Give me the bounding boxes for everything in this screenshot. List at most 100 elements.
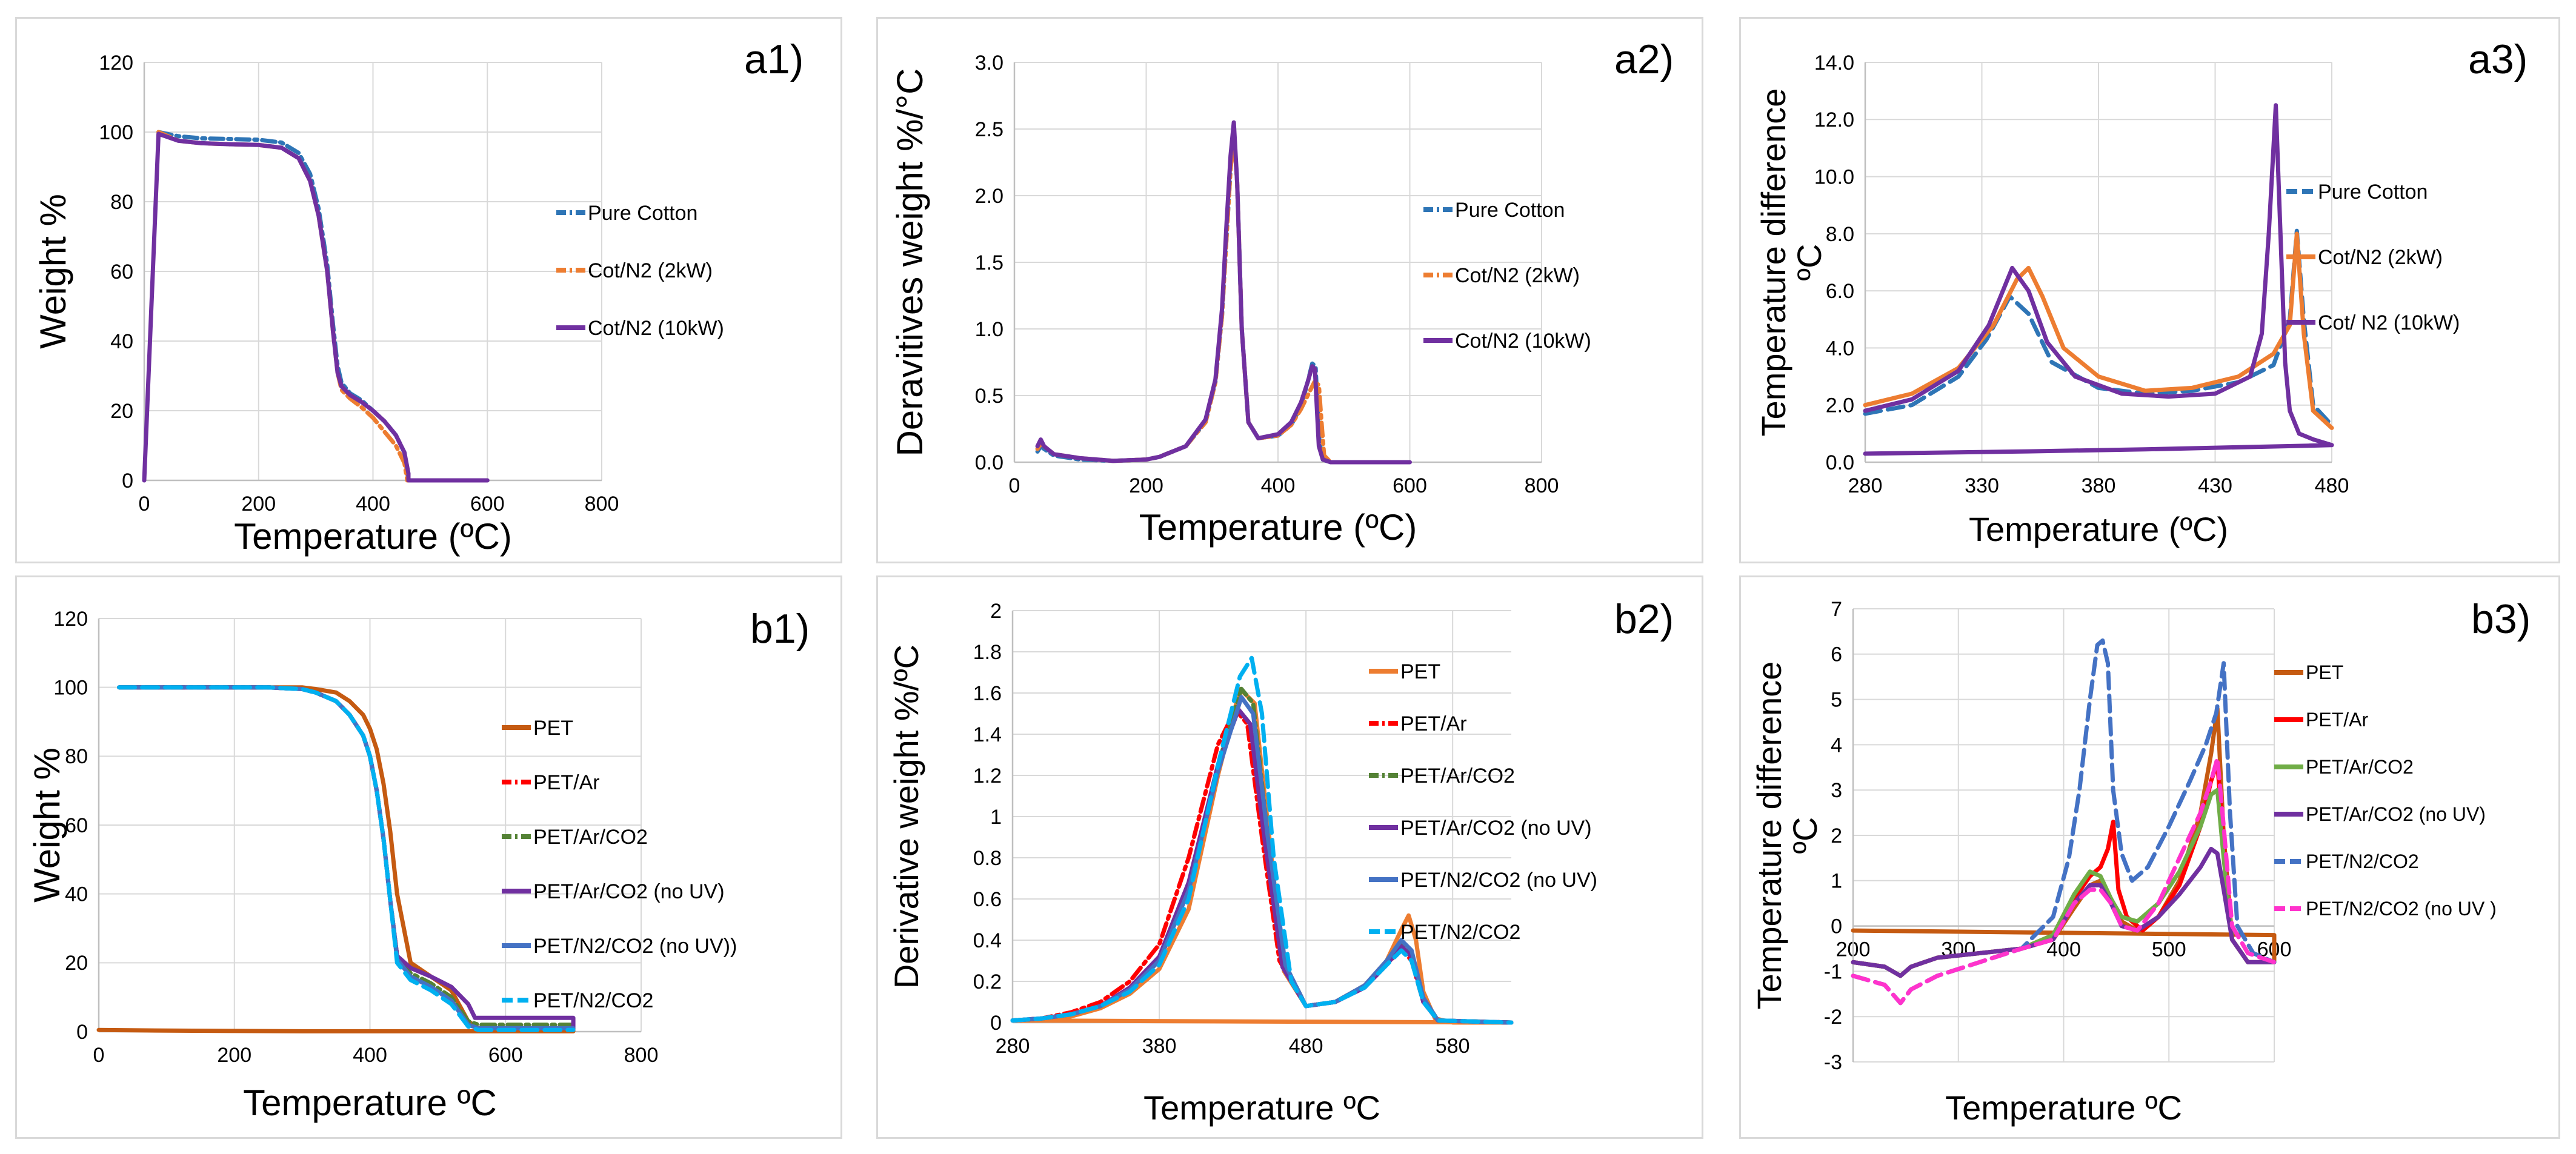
y-tick-label: 2 xyxy=(1831,824,1842,847)
series-line-1 xyxy=(156,130,411,483)
y-axis-title: Weight % xyxy=(33,194,73,349)
y-tick-label: 80 xyxy=(65,745,88,768)
x-tick-label: 800 xyxy=(585,492,619,516)
legend-label: PET xyxy=(2306,662,2343,683)
x-tick-label: 280 xyxy=(1848,474,1883,497)
y-tick-label: 8.0 xyxy=(1826,223,1854,246)
y-tick-label: 1.5 xyxy=(975,251,1003,274)
panel-b3: -3 -2 -1 0 1 2 3 4 5 6 7 200 300 400 500 600 PET PET/Ar PE… xyxy=(1739,575,2560,1139)
legend-label: PET/Ar xyxy=(1400,712,1467,735)
x-tick-label: 800 xyxy=(1525,474,1559,497)
y-axis-title-line: ºC xyxy=(1790,244,1828,281)
x-tick-label: 0 xyxy=(1009,474,1020,497)
panel-label: a3) xyxy=(2468,36,2528,82)
series-line-6 xyxy=(1010,655,1514,1025)
legend-label: PET/Ar/CO2 (no UV) xyxy=(1400,817,1592,840)
y-tick-label: 20 xyxy=(65,952,88,975)
y-axis-title: Weight % xyxy=(27,748,67,903)
x-tick-label: 200 xyxy=(217,1044,251,1067)
y-tick-label: 6.0 xyxy=(1826,280,1854,303)
x-tick-label: 380 xyxy=(1142,1035,1177,1058)
chart-a3-svg: 0.0 2.0 4.0 6.0 8.0 10.0 12.0 14.0 280 330 380 430 4… xyxy=(1754,36,2528,548)
panel-label: a2) xyxy=(1614,36,1674,82)
series-line-6 xyxy=(1851,756,2277,1006)
series-line-1 xyxy=(96,685,576,1033)
x-axis-title: Temperature ºC xyxy=(243,1083,497,1123)
y-tick-label: 120 xyxy=(99,51,133,75)
legend-label: Cot/N2 (10kW) xyxy=(588,317,724,340)
y-tick-label: -3 xyxy=(1824,1051,1842,1074)
y-axis-title-line: ºC xyxy=(1786,817,1824,854)
y-tick-label: 5 xyxy=(1831,689,1842,712)
y-tick-label: 14.0 xyxy=(1814,51,1854,75)
y-tick-label: 20 xyxy=(110,400,133,423)
legend-label: PET/N2/CO2 (no UV) xyxy=(1400,869,1597,892)
y-tick-label: 0.0 xyxy=(1826,451,1854,474)
series-line-3 xyxy=(142,131,490,483)
y-tick-label: 0 xyxy=(122,469,133,492)
y-tick-label: 60 xyxy=(65,814,88,837)
panel-label: b3) xyxy=(2471,596,2531,642)
legend-label: Cot/N2 (2kW) xyxy=(2318,246,2443,269)
y-tick-label: 0.6 xyxy=(973,888,1002,911)
panel-a1: 0 20 40 60 80 100 120 0 200 400 600 800 Pure Cotton C… xyxy=(15,17,842,563)
x-tick-label: 400 xyxy=(353,1044,387,1067)
y-tick-label: 100 xyxy=(53,677,88,700)
legend-label: PET/Ar xyxy=(2306,709,2368,731)
y-tick-label: 1.6 xyxy=(973,682,1002,705)
x-tick-label: 600 xyxy=(470,492,505,516)
x-tick-label: 400 xyxy=(356,492,390,516)
x-tick-label: 430 xyxy=(2198,474,2232,497)
y-tick-label: 2.0 xyxy=(975,185,1003,208)
y-tick-label: 0.0 xyxy=(975,451,1003,474)
y-tick-label: 1.0 xyxy=(975,318,1003,341)
y-tick-label: -2 xyxy=(1824,1006,1842,1029)
legend-label: Cot/N2 (10kW) xyxy=(1455,330,1591,353)
y-tick-label: 3.0 xyxy=(975,51,1003,75)
x-axis-title: Temperature ºC xyxy=(1945,1089,2182,1127)
y-tick-label: 80 xyxy=(110,191,133,214)
legend-label: PET/Ar xyxy=(533,771,600,794)
y-tick-label: 1 xyxy=(990,806,1002,829)
x-tick-label: 480 xyxy=(2315,474,2349,497)
y-axis-title: Deravitives weight %/°C xyxy=(890,68,930,457)
x-tick-label: 800 xyxy=(624,1044,659,1067)
y-tick-label: 1.8 xyxy=(973,641,1002,664)
panel-label: b1) xyxy=(750,606,810,652)
panel-label: a1) xyxy=(744,36,804,82)
legend-label: PET/Ar/CO2 xyxy=(2306,756,2414,778)
panel-b2: 0 0.2 0.4 0.6 0.8 1 1.2 1.4 1.6 1.8 2 280 380 480 580 P… xyxy=(876,575,1703,1139)
panel-a3: 0.0 2.0 4.0 6.0 8.0 10.0 12.0 14.0 280 330 380 430 4… xyxy=(1739,17,2560,563)
x-axis-title: Temperature (ºC) xyxy=(1969,510,2228,548)
chart-b1-svg: 0 20 40 60 80 100 120 0 200 400 600 800 PET PET/Ar PET… xyxy=(27,606,810,1123)
legend-label: PET/Ar/CO2 xyxy=(1400,764,1515,788)
y-tick-label: 2 xyxy=(990,600,1002,623)
y-tick-label: 6 xyxy=(1831,643,1842,666)
y-tick-label: 0.4 xyxy=(973,929,1002,952)
legend-label: PET/Ar/CO2 (no UV) xyxy=(2306,803,2486,825)
legend-label: Cot/ N2 (10kW) xyxy=(2318,311,2460,334)
x-tick-label: 400 xyxy=(1261,474,1296,497)
legend-label: Cot/N2 (2kW) xyxy=(1455,264,1580,287)
y-tick-label: 2.0 xyxy=(1826,394,1854,417)
y-axis-title-line: Temperature difference xyxy=(1750,662,1788,1010)
series-line-2 xyxy=(156,130,410,483)
y-tick-label: 40 xyxy=(65,883,88,906)
y-tick-label: 0 xyxy=(1831,915,1842,938)
chart-b2-svg: 0 0.2 0.4 0.6 0.8 1 1.2 1.4 1.6 1.8 2 280 380 480 580 P… xyxy=(887,596,1674,1127)
x-tick-label: 200 xyxy=(241,492,276,516)
y-tick-label: 0.2 xyxy=(973,970,1002,993)
x-tick-label: 280 xyxy=(996,1035,1030,1058)
x-axis-title: Temperature (ºC) xyxy=(1139,507,1417,548)
y-tick-label: 1.4 xyxy=(973,723,1002,746)
legend-label: PET/N2/CO2 xyxy=(533,989,653,1012)
y-tick-label: 100 xyxy=(99,121,133,144)
y-tick-label: 10.0 xyxy=(1814,165,1854,188)
x-tick-label: 330 xyxy=(1965,474,1999,497)
x-tick-label: 0 xyxy=(139,492,150,516)
y-tick-label: 60 xyxy=(110,260,133,284)
y-tick-label: 0.5 xyxy=(975,385,1003,408)
x-tick-label: 380 xyxy=(2082,474,2116,497)
panel-b1: 0 20 40 60 80 100 120 0 200 400 600 800 PET PET/Ar PET… xyxy=(15,575,842,1139)
legend-label: Pure Cotton xyxy=(588,202,697,225)
